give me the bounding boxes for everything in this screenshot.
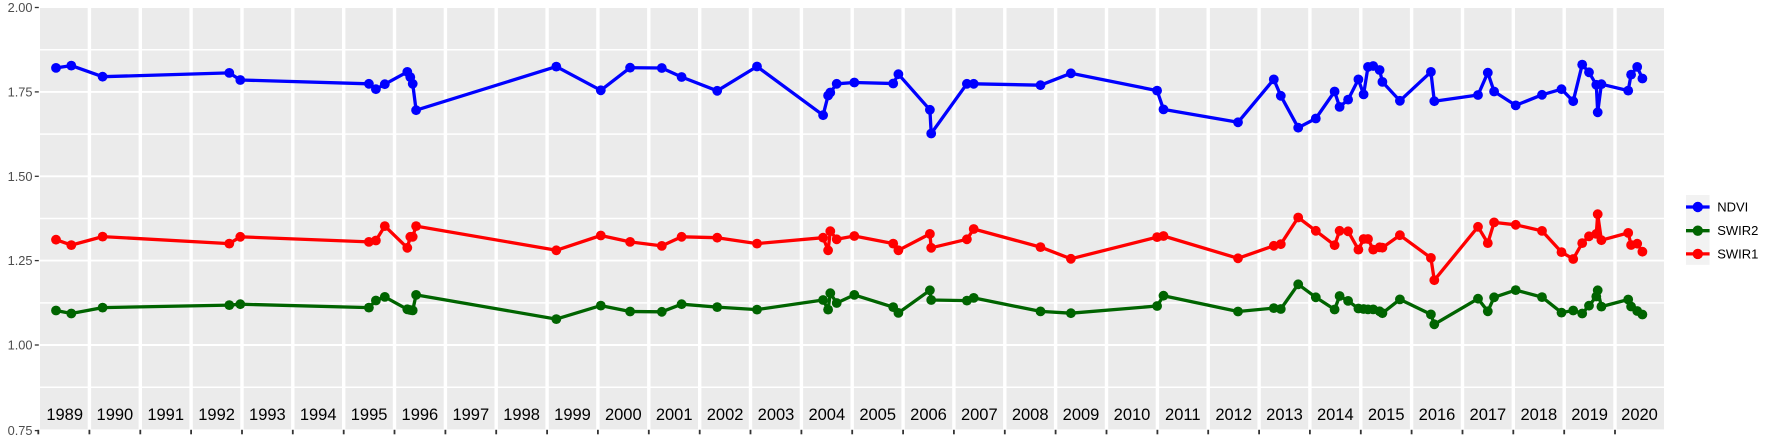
svg-text:2017: 2017 — [1470, 406, 1507, 424]
svg-text:2019: 2019 — [1571, 406, 1608, 424]
svg-text:2018: 2018 — [1520, 406, 1557, 424]
svg-text:2014: 2014 — [1317, 406, 1354, 424]
svg-text:1.50: 1.50 — [8, 169, 33, 184]
svg-text:2.00: 2.00 — [8, 0, 33, 15]
svg-text:1992: 1992 — [198, 406, 235, 424]
svg-text:1.25: 1.25 — [8, 253, 33, 268]
svg-text:1.00: 1.00 — [8, 338, 33, 353]
svg-text:1998: 1998 — [503, 406, 540, 424]
svg-text:SWIR2: SWIR2 — [1717, 223, 1758, 238]
svg-text:2008: 2008 — [1012, 406, 1049, 424]
svg-text:0.75: 0.75 — [8, 423, 33, 438]
svg-text:2006: 2006 — [910, 406, 947, 424]
svg-text:2015: 2015 — [1368, 406, 1405, 424]
svg-text:1995: 1995 — [351, 406, 388, 424]
svg-text:1999: 1999 — [554, 406, 591, 424]
svg-text:2011: 2011 — [1165, 406, 1200, 424]
svg-text:2012: 2012 — [1215, 406, 1252, 424]
svg-text:2013: 2013 — [1266, 406, 1303, 424]
svg-text:1993: 1993 — [249, 406, 286, 424]
svg-text:1996: 1996 — [402, 406, 439, 424]
svg-text:1997: 1997 — [452, 406, 489, 424]
svg-text:2001: 2001 — [656, 406, 693, 424]
svg-text:2000: 2000 — [605, 406, 642, 424]
svg-text:2007: 2007 — [961, 406, 998, 424]
svg-text:2005: 2005 — [859, 406, 896, 424]
svg-text:2009: 2009 — [1063, 406, 1100, 424]
svg-text:2004: 2004 — [808, 406, 845, 424]
svg-text:2020: 2020 — [1621, 406, 1658, 424]
svg-text:2010: 2010 — [1114, 406, 1151, 424]
svg-text:1990: 1990 — [97, 406, 134, 424]
svg-text:1994: 1994 — [300, 406, 337, 424]
svg-text:2003: 2003 — [758, 406, 795, 424]
svg-text:1.75: 1.75 — [8, 85, 33, 100]
svg-text:NDVI: NDVI — [1717, 200, 1748, 215]
svg-text:SWIR1: SWIR1 — [1717, 246, 1758, 261]
svg-text:2002: 2002 — [707, 406, 744, 424]
svg-text:1991: 1991 — [147, 406, 184, 424]
svg-text:1989: 1989 — [46, 406, 83, 424]
svg-text:2016: 2016 — [1419, 406, 1456, 424]
